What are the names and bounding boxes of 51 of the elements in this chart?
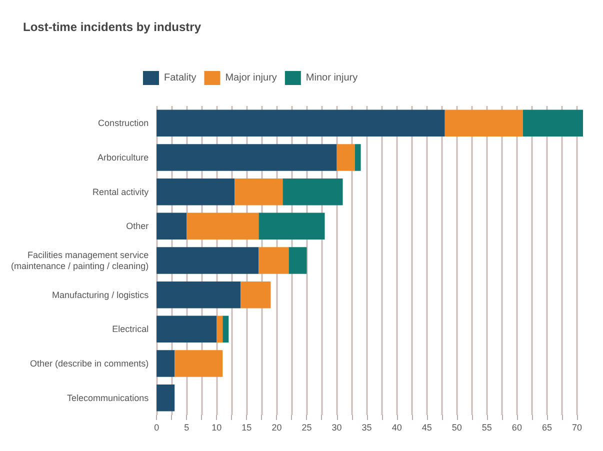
y-tick-label: Arboriculture bbox=[98, 152, 149, 162]
x-tick-label: 60 bbox=[512, 422, 522, 432]
bar bbox=[156, 384, 175, 412]
x-tick-label: 40 bbox=[392, 422, 402, 432]
bar bbox=[156, 110, 445, 137]
x-tick-label: 65 bbox=[542, 422, 552, 432]
y-tick-label: Manufacturing / logistics bbox=[52, 290, 150, 300]
x-tick-label: 45 bbox=[422, 422, 432, 432]
legend-label: Fatality bbox=[164, 72, 196, 84]
bar bbox=[156, 144, 337, 171]
x-tick-label: 5 bbox=[184, 422, 190, 432]
y-tick-label: Facilities management service (maintenance / painting / cleaning) bbox=[10, 250, 149, 271]
bar bbox=[354, 144, 361, 171]
bar bbox=[522, 110, 583, 137]
x-tick-label: 25 bbox=[302, 422, 312, 432]
y-tick-label: Construction bbox=[98, 118, 149, 128]
legend-label: Minor injury bbox=[306, 72, 358, 84]
x-tick-label: 70 bbox=[572, 422, 582, 432]
x-tick-label: 55 bbox=[482, 422, 492, 432]
x-tick-label: 15 bbox=[242, 422, 252, 432]
bar bbox=[234, 178, 283, 206]
bar bbox=[258, 247, 289, 274]
y-tick-label: Other (describe in comments) bbox=[30, 358, 149, 368]
bar bbox=[156, 212, 187, 240]
bar bbox=[156, 281, 241, 308]
bar bbox=[156, 247, 259, 274]
bar bbox=[240, 281, 271, 308]
bar bbox=[216, 316, 223, 343]
x-tick-label: 0 bbox=[154, 422, 160, 432]
y-tick-label: Other bbox=[126, 221, 149, 232]
bar bbox=[282, 178, 343, 206]
chart-title: Lost-time incidents by industry bbox=[23, 20, 202, 34]
x-tick-label: 50 bbox=[452, 422, 462, 432]
bar bbox=[258, 212, 325, 240]
y-tick-label: Rental activity bbox=[92, 186, 150, 197]
bar bbox=[156, 178, 235, 206]
bar bbox=[288, 247, 307, 274]
x-tick-label: 10 bbox=[212, 422, 222, 432]
bar bbox=[444, 110, 523, 137]
y-tick-label: Electrical bbox=[112, 324, 149, 334]
bar bbox=[174, 350, 223, 377]
bar bbox=[222, 316, 229, 343]
bar bbox=[186, 212, 259, 240]
y-tick-label: Telecommunications bbox=[67, 392, 150, 403]
legend-label: Major injury bbox=[225, 72, 277, 84]
bar bbox=[156, 316, 217, 343]
bar bbox=[156, 350, 175, 377]
x-tick-label: 20 bbox=[272, 422, 282, 432]
x-tick-label: 30 bbox=[332, 422, 342, 432]
x-tick-label: 35 bbox=[362, 422, 372, 432]
bar bbox=[336, 144, 355, 171]
